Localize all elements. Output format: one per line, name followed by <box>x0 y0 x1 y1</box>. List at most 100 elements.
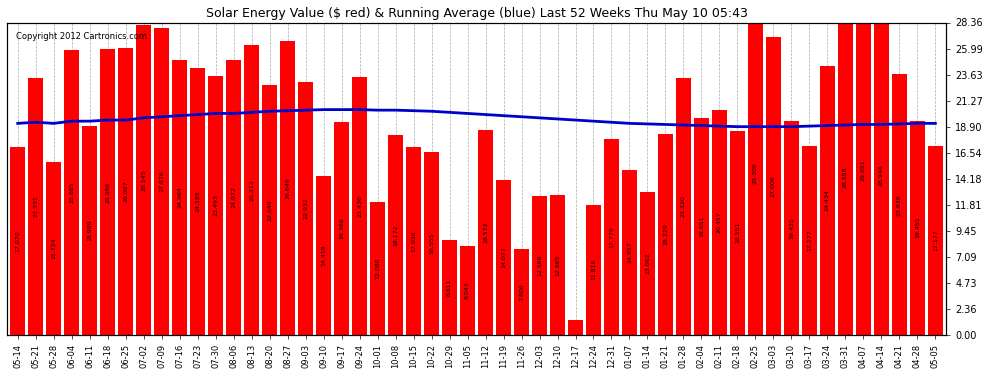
Bar <box>820 66 835 335</box>
Text: 23.638: 23.638 <box>897 194 902 216</box>
Bar <box>316 176 332 335</box>
Bar <box>730 130 745 335</box>
Bar <box>640 192 655 335</box>
Text: 29.306: 29.306 <box>753 162 758 184</box>
Bar <box>478 130 493 335</box>
Text: 25.885: 25.885 <box>69 182 74 203</box>
Text: 22.931: 22.931 <box>303 198 308 219</box>
Text: 23.436: 23.436 <box>357 195 362 217</box>
Bar <box>802 146 817 335</box>
Bar <box>712 110 727 335</box>
Text: 19.651: 19.651 <box>699 216 704 237</box>
Bar <box>280 41 295 335</box>
Text: 17.177: 17.177 <box>807 230 812 251</box>
Bar <box>568 321 583 335</box>
Bar <box>244 45 259 335</box>
Title: Solar Energy Value ($ red) & Running Average (blue) Last 52 Weeks Thu May 10 05:: Solar Energy Value ($ red) & Running Ave… <box>206 7 747 20</box>
Text: 24.185: 24.185 <box>195 191 200 212</box>
Text: 26.649: 26.649 <box>285 177 290 199</box>
Bar <box>442 240 457 335</box>
Bar <box>514 249 530 335</box>
Text: 16.555: 16.555 <box>429 233 434 254</box>
Text: 17.779: 17.779 <box>609 226 614 248</box>
Bar <box>892 75 907 335</box>
Bar <box>262 86 277 335</box>
Text: 24.964: 24.964 <box>177 186 182 208</box>
Text: 29.851: 29.851 <box>861 160 866 181</box>
Text: 26.007: 26.007 <box>123 181 128 203</box>
Text: 17.177: 17.177 <box>933 230 938 251</box>
Text: 27.876: 27.876 <box>159 170 164 192</box>
Bar <box>532 196 547 335</box>
Text: 18.229: 18.229 <box>663 224 668 245</box>
Bar <box>28 78 44 335</box>
Bar <box>118 48 134 335</box>
Bar <box>657 134 673 335</box>
Text: 17.070: 17.070 <box>15 230 20 252</box>
Text: 12.560: 12.560 <box>537 255 542 276</box>
Text: 12.665: 12.665 <box>555 254 560 276</box>
Text: 28.558: 28.558 <box>842 167 847 188</box>
Bar <box>82 126 97 335</box>
Text: 12.080: 12.080 <box>375 258 380 279</box>
Bar <box>766 38 781 335</box>
Bar <box>334 122 349 335</box>
Bar <box>460 246 475 335</box>
Bar <box>388 135 403 335</box>
Bar <box>549 195 565 335</box>
Bar <box>784 121 799 335</box>
Bar <box>226 60 242 335</box>
Text: 8.611: 8.611 <box>447 279 452 296</box>
Text: 23.493: 23.493 <box>213 194 218 216</box>
Bar <box>694 118 709 335</box>
Text: 25.956: 25.956 <box>105 181 110 203</box>
Text: 18.551: 18.551 <box>735 222 740 243</box>
Text: 13.002: 13.002 <box>644 252 650 274</box>
Text: 23.320: 23.320 <box>681 195 686 217</box>
Bar <box>496 180 511 335</box>
Bar <box>64 50 79 335</box>
Bar <box>874 16 889 335</box>
Text: 19.435: 19.435 <box>789 217 794 238</box>
Text: 14.418: 14.418 <box>321 244 326 266</box>
Text: 18.989: 18.989 <box>87 219 92 241</box>
Bar <box>190 69 205 335</box>
Text: 26.313: 26.313 <box>249 179 254 201</box>
Bar <box>47 162 61 335</box>
Text: 18.572: 18.572 <box>483 222 488 243</box>
Text: Copyright 2012 Cartronics.com: Copyright 2012 Cartronics.com <box>17 32 148 41</box>
Bar <box>855 6 871 335</box>
Bar <box>586 205 601 335</box>
Text: 14.077: 14.077 <box>501 246 506 268</box>
Bar <box>604 139 619 335</box>
Bar <box>676 78 691 335</box>
Text: 14.957: 14.957 <box>627 242 632 263</box>
Bar <box>208 76 224 335</box>
Text: 23.331: 23.331 <box>34 195 39 217</box>
Bar <box>910 120 925 335</box>
Text: 19.368: 19.368 <box>340 217 345 239</box>
Text: 11.816: 11.816 <box>591 259 596 280</box>
Text: 28.946: 28.946 <box>879 165 884 186</box>
Text: 7.806: 7.806 <box>519 283 524 301</box>
Text: 24.972: 24.972 <box>231 186 237 208</box>
Bar <box>100 49 116 335</box>
Bar <box>298 82 313 335</box>
Bar <box>747 12 763 335</box>
Text: 19.455: 19.455 <box>915 217 920 238</box>
Text: 17.030: 17.030 <box>411 230 416 252</box>
Bar <box>838 20 853 335</box>
Bar <box>10 147 26 335</box>
Text: 28.145: 28.145 <box>142 169 147 190</box>
Text: 27.006: 27.006 <box>771 175 776 197</box>
Text: 8.043: 8.043 <box>465 282 470 299</box>
Text: 15.724: 15.724 <box>51 237 56 259</box>
Bar <box>172 60 187 335</box>
Text: 24.434: 24.434 <box>825 189 830 211</box>
Text: 20.457: 20.457 <box>717 211 722 233</box>
Bar <box>406 147 421 335</box>
Bar <box>136 25 151 335</box>
Bar <box>370 202 385 335</box>
Bar <box>352 77 367 335</box>
Text: 18.172: 18.172 <box>393 224 398 246</box>
